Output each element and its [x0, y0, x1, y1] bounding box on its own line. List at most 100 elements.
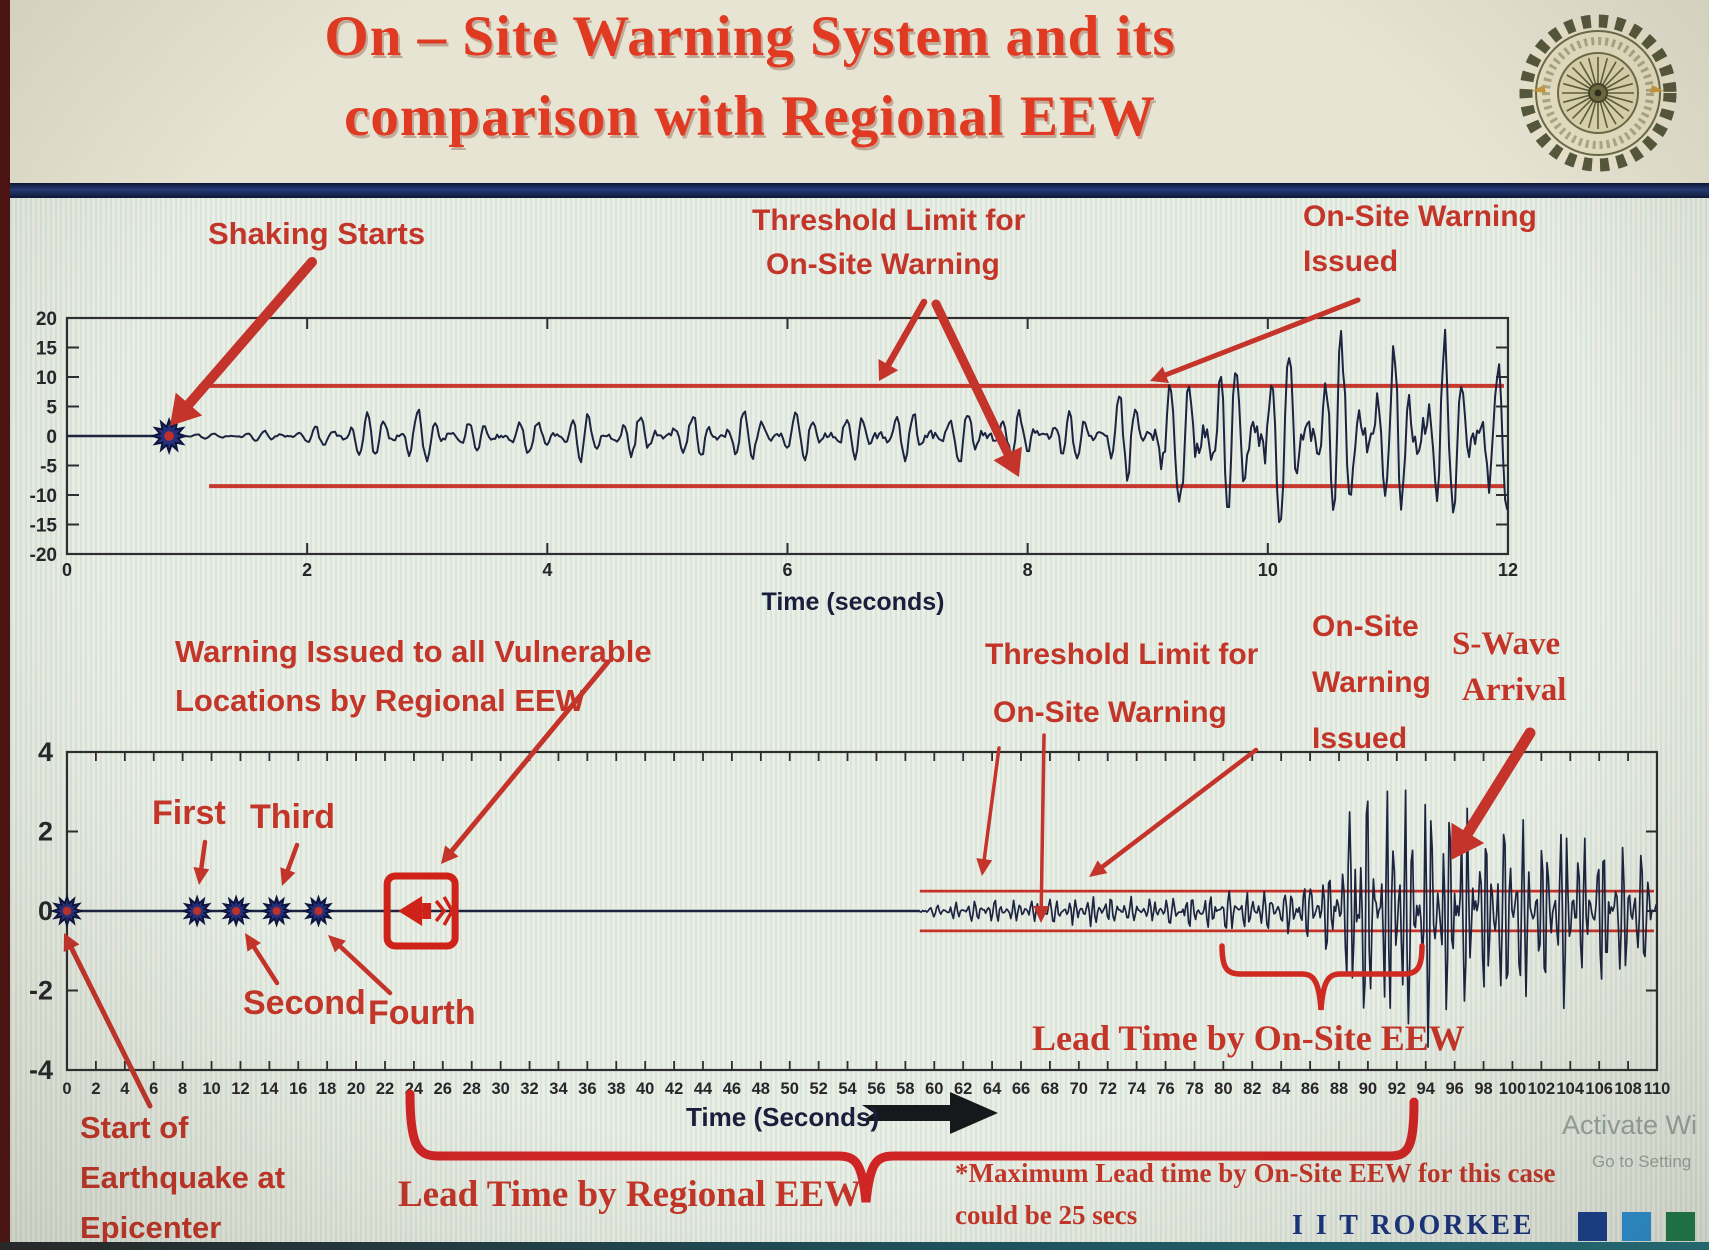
page-title-line-1: On – Site Warning System and its: [324, 5, 1176, 68]
svg-text:74: 74: [1127, 1080, 1146, 1098]
label-fourth-detection: Fourth: [368, 994, 476, 1032]
top-chart-xlabel: Time (seconds): [761, 588, 945, 616]
label-start-of-earthquake: Start of Earthquake at Epicenter: [80, 1110, 286, 1245]
svg-text:14: 14: [260, 1080, 279, 1098]
svg-text:86: 86: [1301, 1080, 1319, 1098]
svg-text:62: 62: [954, 1080, 972, 1098]
svg-text:38: 38: [607, 1080, 625, 1098]
svg-text:110: 110: [1644, 1080, 1671, 1098]
svg-text:-15: -15: [30, 516, 58, 537]
svg-text:2: 2: [38, 817, 53, 847]
svg-text:84: 84: [1272, 1080, 1291, 1098]
svg-text:10: 10: [1258, 560, 1278, 580]
svg-text:104: 104: [1557, 1080, 1585, 1098]
svg-text:94: 94: [1417, 1080, 1436, 1098]
footer-square-green: [1666, 1212, 1695, 1241]
svg-text:12: 12: [231, 1080, 249, 1098]
svg-text:36: 36: [578, 1080, 596, 1098]
svg-text:4: 4: [542, 560, 552, 580]
slide-header: On – Site Warning System and its compari…: [0, 0, 1709, 183]
svg-text:22: 22: [376, 1080, 394, 1098]
onsite-lead-time-brace: [1219, 943, 1425, 1011]
top-chart: 0 2 4 6 8 10 12 20 15 10 5 0 -5 -10 -15 -20: [30, 309, 1518, 580]
svg-text:10: 10: [36, 368, 57, 389]
divider-bar: [0, 183, 1709, 198]
svg-text:72: 72: [1099, 1080, 1117, 1098]
svg-text:92: 92: [1388, 1080, 1406, 1098]
svg-text:0: 0: [46, 427, 57, 448]
footer-square-blue: [1622, 1212, 1651, 1241]
svg-text:54: 54: [838, 1080, 857, 1098]
svg-text:56: 56: [867, 1080, 885, 1098]
svg-text:34: 34: [549, 1080, 568, 1098]
iit-roorkee-wordmark: I I T ROORKEE: [1292, 1210, 1535, 1241]
lead-time-braces: [405, 943, 1425, 1203]
svg-text:28: 28: [463, 1080, 481, 1098]
svg-text:30: 30: [491, 1080, 509, 1098]
svg-text:-20: -20: [30, 545, 57, 566]
svg-text:6: 6: [149, 1080, 158, 1098]
svg-text:64: 64: [983, 1080, 1002, 1098]
svg-text:68: 68: [1041, 1080, 1059, 1098]
svg-text:0: 0: [38, 896, 53, 926]
svg-text:5: 5: [46, 398, 57, 419]
svg-text:48: 48: [752, 1080, 770, 1098]
svg-text:-2: -2: [29, 976, 53, 1006]
label-onsite-warning-issued-bottom: On-Site Warning Issued: [1312, 610, 1431, 755]
bottom-chart-xlabel: Time (Seconds): [686, 1102, 880, 1132]
regional-lead-time-brace: [405, 1089, 1419, 1203]
svg-text:58: 58: [896, 1080, 914, 1098]
svg-text:50: 50: [781, 1080, 799, 1098]
svg-text:8: 8: [178, 1080, 187, 1098]
loudspeaker-icon: [383, 872, 459, 950]
label-onsite-warning-issued-top: On-Site Warning Issued: [1303, 200, 1537, 278]
svg-text:20: 20: [36, 309, 57, 330]
svg-text:100: 100: [1499, 1080, 1527, 1098]
svg-text:98: 98: [1474, 1080, 1492, 1098]
footer-square-navy: [1578, 1212, 1607, 1241]
label-s-wave-arrival: S-Wave Arrival: [1452, 626, 1567, 708]
bottom-edge-strip: [0, 1242, 1709, 1250]
svg-text:70: 70: [1070, 1080, 1088, 1098]
svg-text:-5: -5: [40, 457, 57, 478]
svg-text:26: 26: [434, 1080, 452, 1098]
svg-text:20: 20: [347, 1080, 365, 1098]
svg-text:88: 88: [1330, 1080, 1348, 1098]
label-shaking-starts: Shaking Starts: [208, 216, 426, 251]
svg-text:108: 108: [1614, 1080, 1642, 1098]
svg-text:0: 0: [62, 560, 72, 580]
svg-text:60: 60: [925, 1080, 943, 1098]
svg-text:42: 42: [665, 1080, 683, 1098]
svg-text:8: 8: [1023, 560, 1033, 580]
svg-text:12: 12: [1498, 560, 1518, 580]
time-axis-arrow-icon: [862, 1092, 998, 1134]
svg-text:46: 46: [723, 1080, 741, 1098]
svg-text:80: 80: [1214, 1080, 1232, 1098]
svg-text:90: 90: [1359, 1080, 1377, 1098]
svg-text:18: 18: [318, 1080, 336, 1098]
svg-text:32: 32: [520, 1080, 538, 1098]
iit-roorkee-logo: [1519, 14, 1677, 172]
label-lead-time-regional: Lead Time by Regional EEW: [398, 1174, 862, 1215]
svg-text:96: 96: [1445, 1080, 1463, 1098]
svg-text:52: 52: [809, 1080, 827, 1098]
svg-text:6: 6: [782, 560, 792, 580]
svg-text:16: 16: [289, 1080, 307, 1098]
svg-text:4: 4: [38, 737, 53, 767]
svg-text:78: 78: [1185, 1080, 1203, 1098]
svg-text:44: 44: [694, 1080, 713, 1098]
label-first-detection: First: [152, 794, 226, 832]
svg-text:10: 10: [202, 1080, 220, 1098]
svg-text:15: 15: [36, 339, 58, 360]
svg-text:2: 2: [91, 1080, 100, 1098]
annotation-arrows: [63, 257, 1536, 1109]
svg-text:-4: -4: [29, 1055, 53, 1085]
svg-text:2: 2: [302, 560, 312, 580]
svg-text:102: 102: [1528, 1080, 1556, 1098]
svg-text:106: 106: [1585, 1080, 1613, 1098]
label-max-lead-time-note: *Maximum Lead time by On-Site EEW for th…: [955, 1158, 1556, 1230]
label-regional-warning: Warning Issued to all Vulnerable Locatio…: [175, 634, 652, 718]
svg-text:66: 66: [1012, 1080, 1030, 1098]
